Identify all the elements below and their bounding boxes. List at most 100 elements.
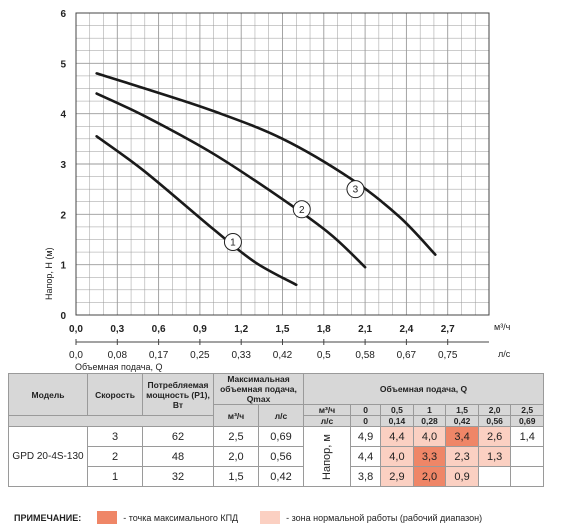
- head-label-text: Напор, м: [320, 433, 333, 480]
- curve-label-marker: [346, 180, 365, 199]
- q-ls-0: 0: [349, 415, 382, 427]
- header-qmax-unit-m3h: м³/ч: [213, 404, 259, 427]
- curve-label-3: 3: [353, 185, 359, 196]
- head-cell: 4,4: [349, 446, 382, 467]
- q-ls-5: 0,69: [510, 415, 544, 427]
- y-tick-label: 0: [60, 311, 66, 322]
- x-tick-label-ls: 0,75: [438, 350, 458, 361]
- table-row: 2 48 2,0 0,56 4,4 4,0 3,3 2,3 1,3: [9, 446, 544, 467]
- head-cell: 4,9: [349, 426, 382, 447]
- q-m3h-3: 1,5: [445, 404, 479, 416]
- x-tick-label-ls: 0,42: [273, 350, 293, 361]
- y-tick-label: 1: [60, 261, 66, 272]
- curve-label-2: 2: [299, 205, 305, 216]
- qmax-m3h-value: 1,5: [213, 466, 259, 487]
- note-max-text: - точка максимального КПД: [123, 512, 239, 523]
- x-axis-label: Объемная подача, Q: [75, 362, 162, 372]
- power-value: 48: [142, 446, 214, 467]
- pump-curve-chart: 1 2 3 0 1 2 3 4 5 6 0,0 0,3 0,6 0,9 1,2 1,5 1,8 2,1 2,4 2,…: [44, 9, 511, 372]
- chart-grid: [75, 12, 490, 316]
- x-unit-top: м³/ч: [494, 322, 511, 332]
- x-tick-label-m3h: 2,7: [441, 324, 455, 335]
- model-name: GPD 20-4S-130: [8, 426, 88, 487]
- y-tick-label: 5: [60, 59, 66, 70]
- legend-note: ПРИМЕЧАНИЕ: - точка максимального КПД - …: [14, 511, 482, 524]
- header-qmax-unit-ls: л/с: [258, 404, 304, 427]
- head-cell: 0,9: [445, 466, 479, 487]
- x-tick-label-m3h: 2,4: [399, 324, 413, 335]
- x-tick-label-ls: 0,33: [231, 350, 251, 361]
- speed-value: 1: [87, 466, 143, 487]
- qmax-ls-value: 0,69: [258, 426, 304, 447]
- curve-speed-3: [95, 72, 437, 256]
- x-tick-label-m3h: 2,1: [358, 324, 372, 335]
- curve-label-1: 1: [230, 238, 236, 249]
- note-norm-text: - зона нормальной работы (рабочий диапаз…: [286, 512, 483, 523]
- x-tick-label-ls: 0,0: [69, 350, 83, 361]
- q-m3h-1: 0,5: [380, 404, 414, 416]
- header-flow-unit-m3h: м³/ч: [303, 404, 351, 416]
- head-cell: 4,4: [380, 426, 414, 447]
- head-cell: 2,6: [477, 426, 512, 447]
- header-flow-unit-ls: л/с: [303, 415, 351, 427]
- head-cell: 3,4: [445, 426, 479, 447]
- q-ls-4: 0,56: [477, 415, 512, 427]
- header-spacer: [8, 415, 214, 427]
- y-axis-label: Напор, H (м): [44, 247, 54, 300]
- curve-label-marker: [292, 200, 311, 219]
- y-tick-label: 4: [60, 110, 66, 121]
- q-ls-2: 0,28: [412, 415, 447, 427]
- curve-speed-2: [95, 92, 367, 269]
- head-cell: 2,0: [412, 466, 447, 487]
- curve-speed-1: [95, 135, 298, 287]
- table-row: GPD 20-4S-130 3 62 2,5 0,69 Напор, м 4,9…: [8, 426, 544, 487]
- head-cell: 4,0: [380, 446, 414, 467]
- x-tick-label-ls: 0,08: [108, 350, 128, 361]
- qmax-ls-value: 0,56: [258, 446, 304, 467]
- x-tick-label-m3h: 1,8: [317, 324, 331, 335]
- x-unit-bottom: л/с: [498, 349, 511, 359]
- q-m3h-0: 0: [349, 404, 382, 416]
- q-m3h-4: 2,0: [477, 404, 512, 416]
- table-row: 1 32 1,5 0,42 3,8 2,9 2,0 0,9: [9, 466, 544, 487]
- header-qmax: Максимальная объемная подача, Qmax: [213, 373, 304, 405]
- head-cell: [477, 466, 512, 487]
- x-tick-label-m3h: 0,9: [193, 324, 207, 335]
- y-tick-label: 6: [60, 9, 66, 20]
- x-tick-label-m3h: 0,3: [110, 324, 124, 335]
- speed-value: 3: [87, 426, 143, 447]
- x-tick-label-ls: 0,25: [190, 350, 210, 361]
- header-model: Модель: [8, 373, 88, 416]
- max-efficiency-swatch: [97, 511, 118, 524]
- x-tick-label-m3h: 1,2: [234, 324, 248, 335]
- q-m3h-5: 2,5: [510, 404, 544, 416]
- x-tick-label-ls: 0,67: [397, 350, 417, 361]
- chart-ticks: 0 1 2 3 4 5 6 0,0 0,3 0,6 0,9 1,2 1,5 1,8 2,1 2,4 2,7 0,0…: [60, 9, 489, 361]
- head-cell: 2,9: [380, 466, 414, 487]
- chart-curves: 1 2 3: [95, 72, 437, 287]
- qmax-m3h-value: 2,5: [213, 426, 259, 447]
- head-label: Напор, м: [303, 426, 351, 487]
- header-power: Потребляемая мощность (P1), Вт: [142, 373, 214, 416]
- head-cell: 3,3: [412, 446, 447, 467]
- y-tick-label: 2: [60, 210, 66, 221]
- y-tick-label: 3: [60, 160, 66, 171]
- head-cell: [510, 466, 544, 487]
- head-cell: 3,8: [349, 466, 382, 487]
- note-label: ПРИМЕЧАНИЕ:: [14, 512, 82, 523]
- x-tick-label-ls: 0,58: [355, 350, 375, 361]
- head-cell: 2,3: [445, 446, 479, 467]
- header-speed: Скорость: [87, 373, 143, 416]
- q-ls-3: 0,42: [445, 415, 479, 427]
- power-value: 32: [142, 466, 214, 487]
- head-cell: 1,3: [477, 446, 512, 467]
- x-tick-label-ls: 0,5: [317, 350, 331, 361]
- x-tick-label-m3h: 1,5: [276, 324, 290, 335]
- head-cell: [510, 446, 544, 467]
- header-flow: Объемная подача, Q: [303, 373, 544, 405]
- normal-range-swatch: [260, 511, 281, 524]
- curve-label-marker: [223, 233, 242, 252]
- x-tick-label-ls: 0,17: [149, 350, 169, 361]
- head-cell: 1,4: [510, 426, 544, 447]
- q-ls-1: 0,14: [380, 415, 414, 427]
